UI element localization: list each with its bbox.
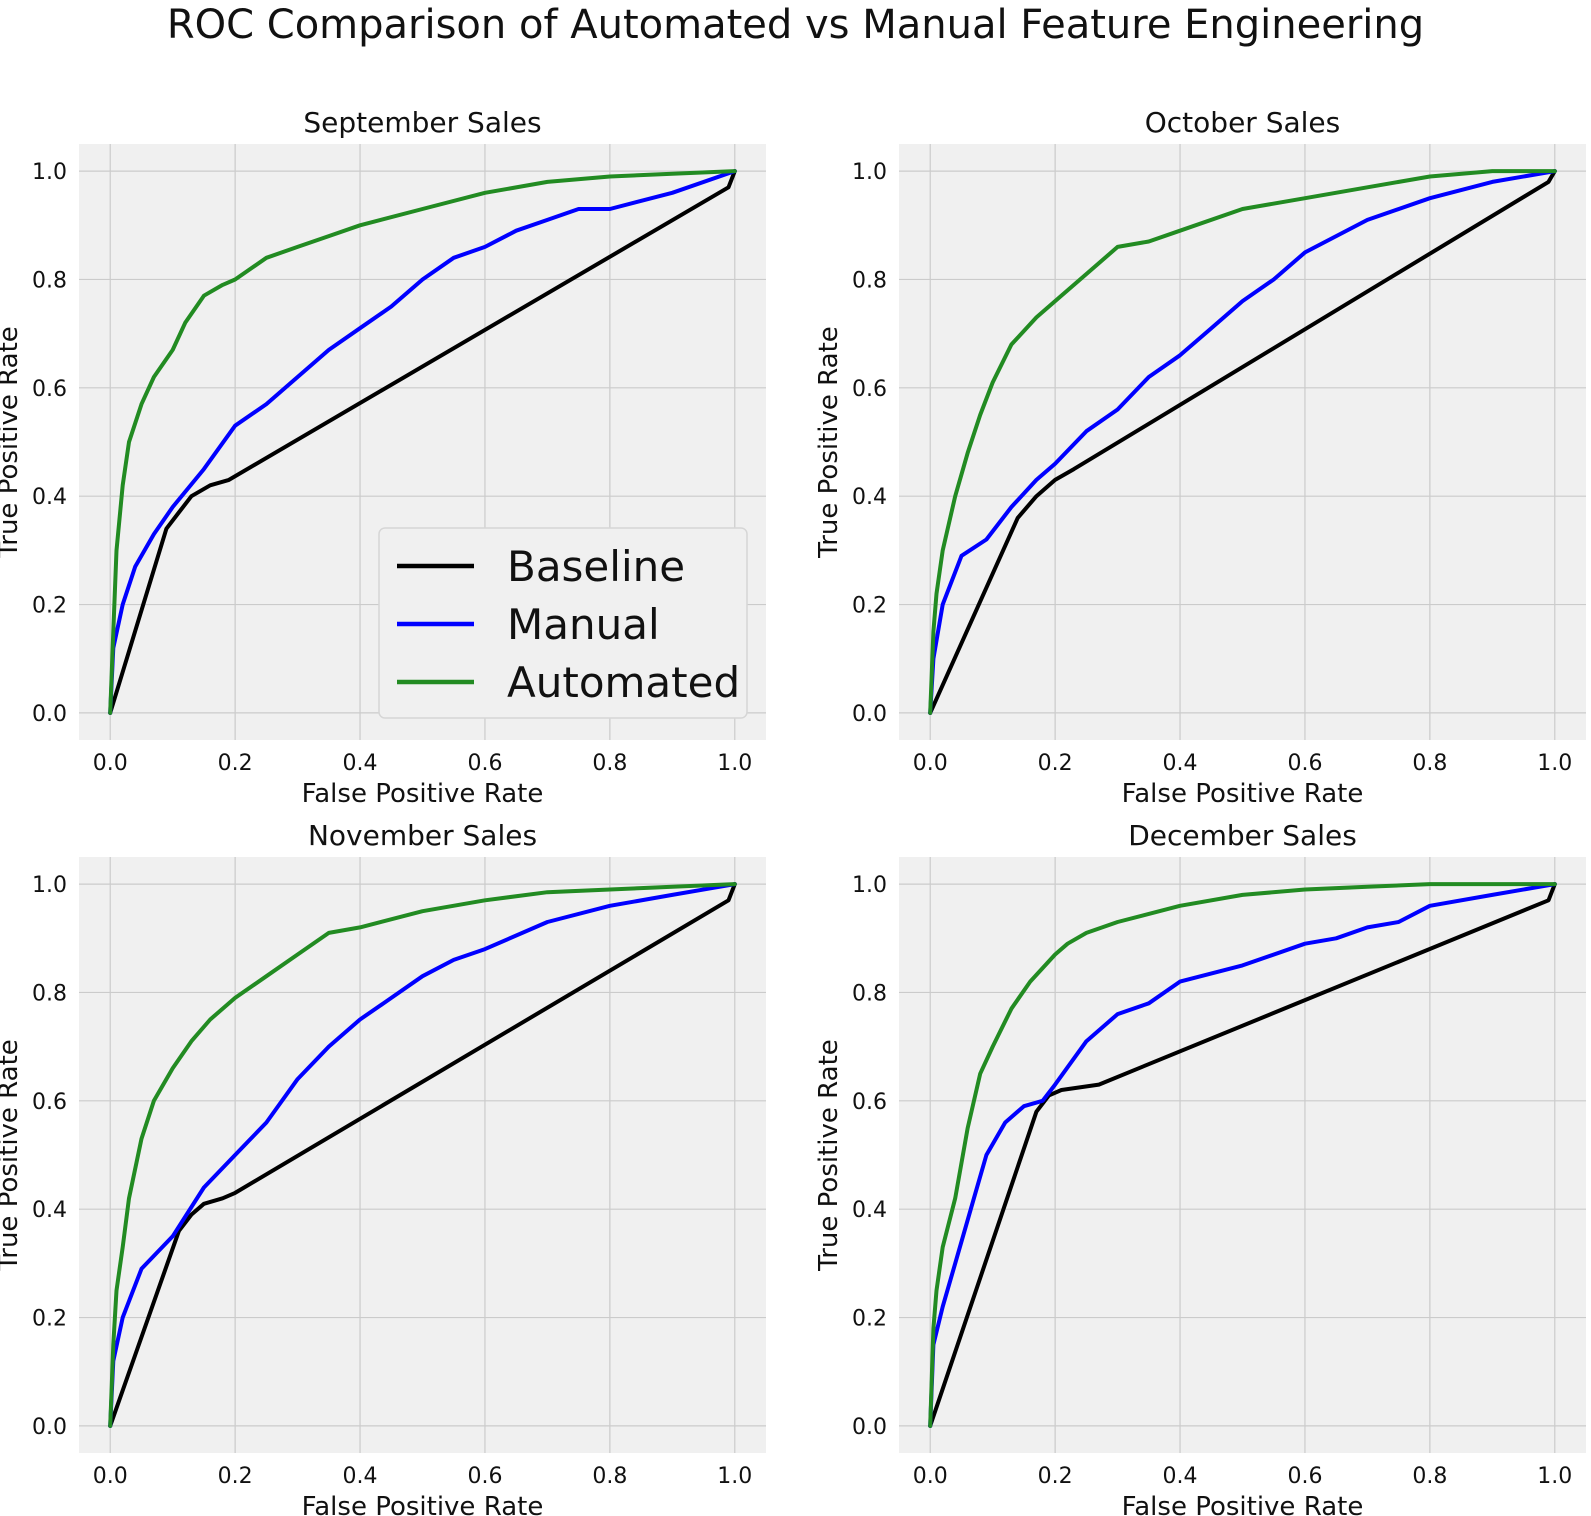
series-line-baseline [108, 882, 737, 1428]
y-tick-label: 0.2 [32, 594, 67, 619]
series-line-automated [108, 169, 737, 715]
y-tick-label: 0.6 [852, 377, 887, 402]
series-line-manual [108, 882, 737, 1428]
y-tick-label: 0.8 [32, 268, 67, 293]
y-tick-label: 0.8 [852, 981, 887, 1006]
panel-title: October Sales [1145, 106, 1340, 139]
x-tick-label: 0.2 [218, 751, 253, 776]
x-tick-label: 0.8 [592, 1464, 627, 1489]
y-axis-label: True Positive Rate [0, 1039, 24, 1272]
panel-title: September Sales [303, 106, 541, 139]
series-line-baseline [108, 169, 737, 715]
series-line-manual [928, 882, 1557, 1428]
y-tick-label: 1.0 [32, 873, 67, 898]
plot-area [899, 857, 1586, 1453]
figure-title: ROC Comparison of Automated vs Manual Fe… [166, 2, 1425, 48]
plot-area [79, 857, 766, 1453]
panel-title: December Sales [1128, 819, 1357, 852]
series-line-baseline [928, 882, 1557, 1428]
x-axis-label: False Positive Rate [1122, 779, 1364, 809]
roc-panel-3: 0.0 0.2 0.4 0.6 0.8 1.0 0.0 0.2 0.4 0.6 0.8 1.0 Nove… [0, 819, 766, 1516]
series-line-automated [928, 882, 1557, 1428]
x-tick-label: 0.2 [218, 1464, 253, 1489]
y-tick-label: 1.0 [852, 873, 887, 898]
y-axis-label: True Positive Rate [0, 326, 24, 559]
y-tick-label: 0.4 [852, 485, 887, 510]
y-tick-label: 0.6 [852, 1090, 887, 1115]
x-tick-label: 0.0 [93, 751, 128, 776]
y-tick-label: 0.0 [852, 702, 887, 727]
legend: Baseline Manual Automated [378, 527, 748, 719]
y-tick-label: 0.2 [852, 1307, 887, 1332]
series-line-baseline [928, 169, 1557, 715]
series-line-automated [108, 882, 737, 1428]
y-tick-label: 0.2 [852, 594, 887, 619]
x-tick-label: 0.2 [1038, 1464, 1073, 1489]
x-tick-label: 1.0 [717, 1464, 752, 1489]
y-tick-label: 0.0 [852, 1415, 887, 1440]
y-tick-label: 0.0 [32, 702, 67, 727]
x-tick-label: 1.0 [1537, 751, 1572, 776]
x-tick-label: 0.8 [1412, 751, 1447, 776]
legend-label-automated: Automated [507, 658, 740, 707]
x-axis-label: False Positive Rate [302, 1492, 544, 1516]
y-tick-label: 0.6 [32, 1090, 67, 1115]
panel-title: November Sales [308, 819, 537, 852]
x-axis-label: False Positive Rate [1122, 1492, 1364, 1516]
x-tick-label: 0.4 [1163, 1464, 1198, 1489]
x-tick-label: 0.0 [913, 1464, 948, 1489]
x-axis-label: False Positive Rate [302, 779, 544, 809]
series-line-manual [108, 169, 737, 715]
plot-area [899, 144, 1586, 740]
x-tick-label: 0.4 [343, 1464, 378, 1489]
x-tick-label: 0.8 [592, 751, 627, 776]
y-tick-label: 0.6 [32, 377, 67, 402]
x-tick-label: 0.6 [1287, 751, 1322, 776]
roc-panel-1: 0.0 0.2 0.4 0.6 0.8 1.0 0.0 0.2 0.4 0.6 0.8 1.0 Sept… [0, 106, 766, 809]
y-tick-label: 0.8 [32, 981, 67, 1006]
y-tick-label: 0.0 [32, 1415, 67, 1440]
x-tick-label: 0.4 [1163, 751, 1198, 776]
x-tick-label: 0.0 [93, 1464, 128, 1489]
y-tick-label: 1.0 [32, 160, 67, 185]
legend-box [378, 527, 748, 719]
x-tick-label: 0.6 [1287, 1464, 1322, 1489]
y-tick-label: 0.4 [32, 1198, 67, 1223]
x-tick-label: 0.6 [467, 751, 502, 776]
x-tick-label: 0.8 [1412, 1464, 1447, 1489]
y-axis-label: True Positive Rate [814, 1039, 844, 1272]
x-tick-label: 1.0 [717, 751, 752, 776]
legend-label-manual: Manual [507, 600, 660, 649]
y-tick-label: 0.2 [32, 1307, 67, 1332]
y-tick-label: 0.4 [852, 1198, 887, 1223]
series-line-manual [928, 169, 1557, 715]
x-tick-label: 0.6 [467, 1464, 502, 1489]
y-axis-label: True Positive Rate [814, 326, 844, 559]
y-tick-label: 0.4 [32, 485, 67, 510]
roc-panel-4: 0.0 0.2 0.4 0.6 0.8 1.0 0.0 0.2 0.4 0.6 0.8 1.0 Dece… [814, 819, 1586, 1516]
series-line-automated [928, 169, 1557, 715]
y-tick-label: 1.0 [852, 160, 887, 185]
x-tick-label: 0.4 [343, 751, 378, 776]
y-tick-label: 0.8 [852, 268, 887, 293]
x-tick-label: 0.2 [1038, 751, 1073, 776]
legend-label-baseline: Baseline [507, 542, 685, 591]
x-tick-label: 1.0 [1537, 1464, 1572, 1489]
x-tick-label: 0.0 [913, 751, 948, 776]
roc-panel-2: 0.0 0.2 0.4 0.6 0.8 1.0 0.0 0.2 0.4 0.6 0.8 1.0 Octo… [814, 106, 1586, 809]
